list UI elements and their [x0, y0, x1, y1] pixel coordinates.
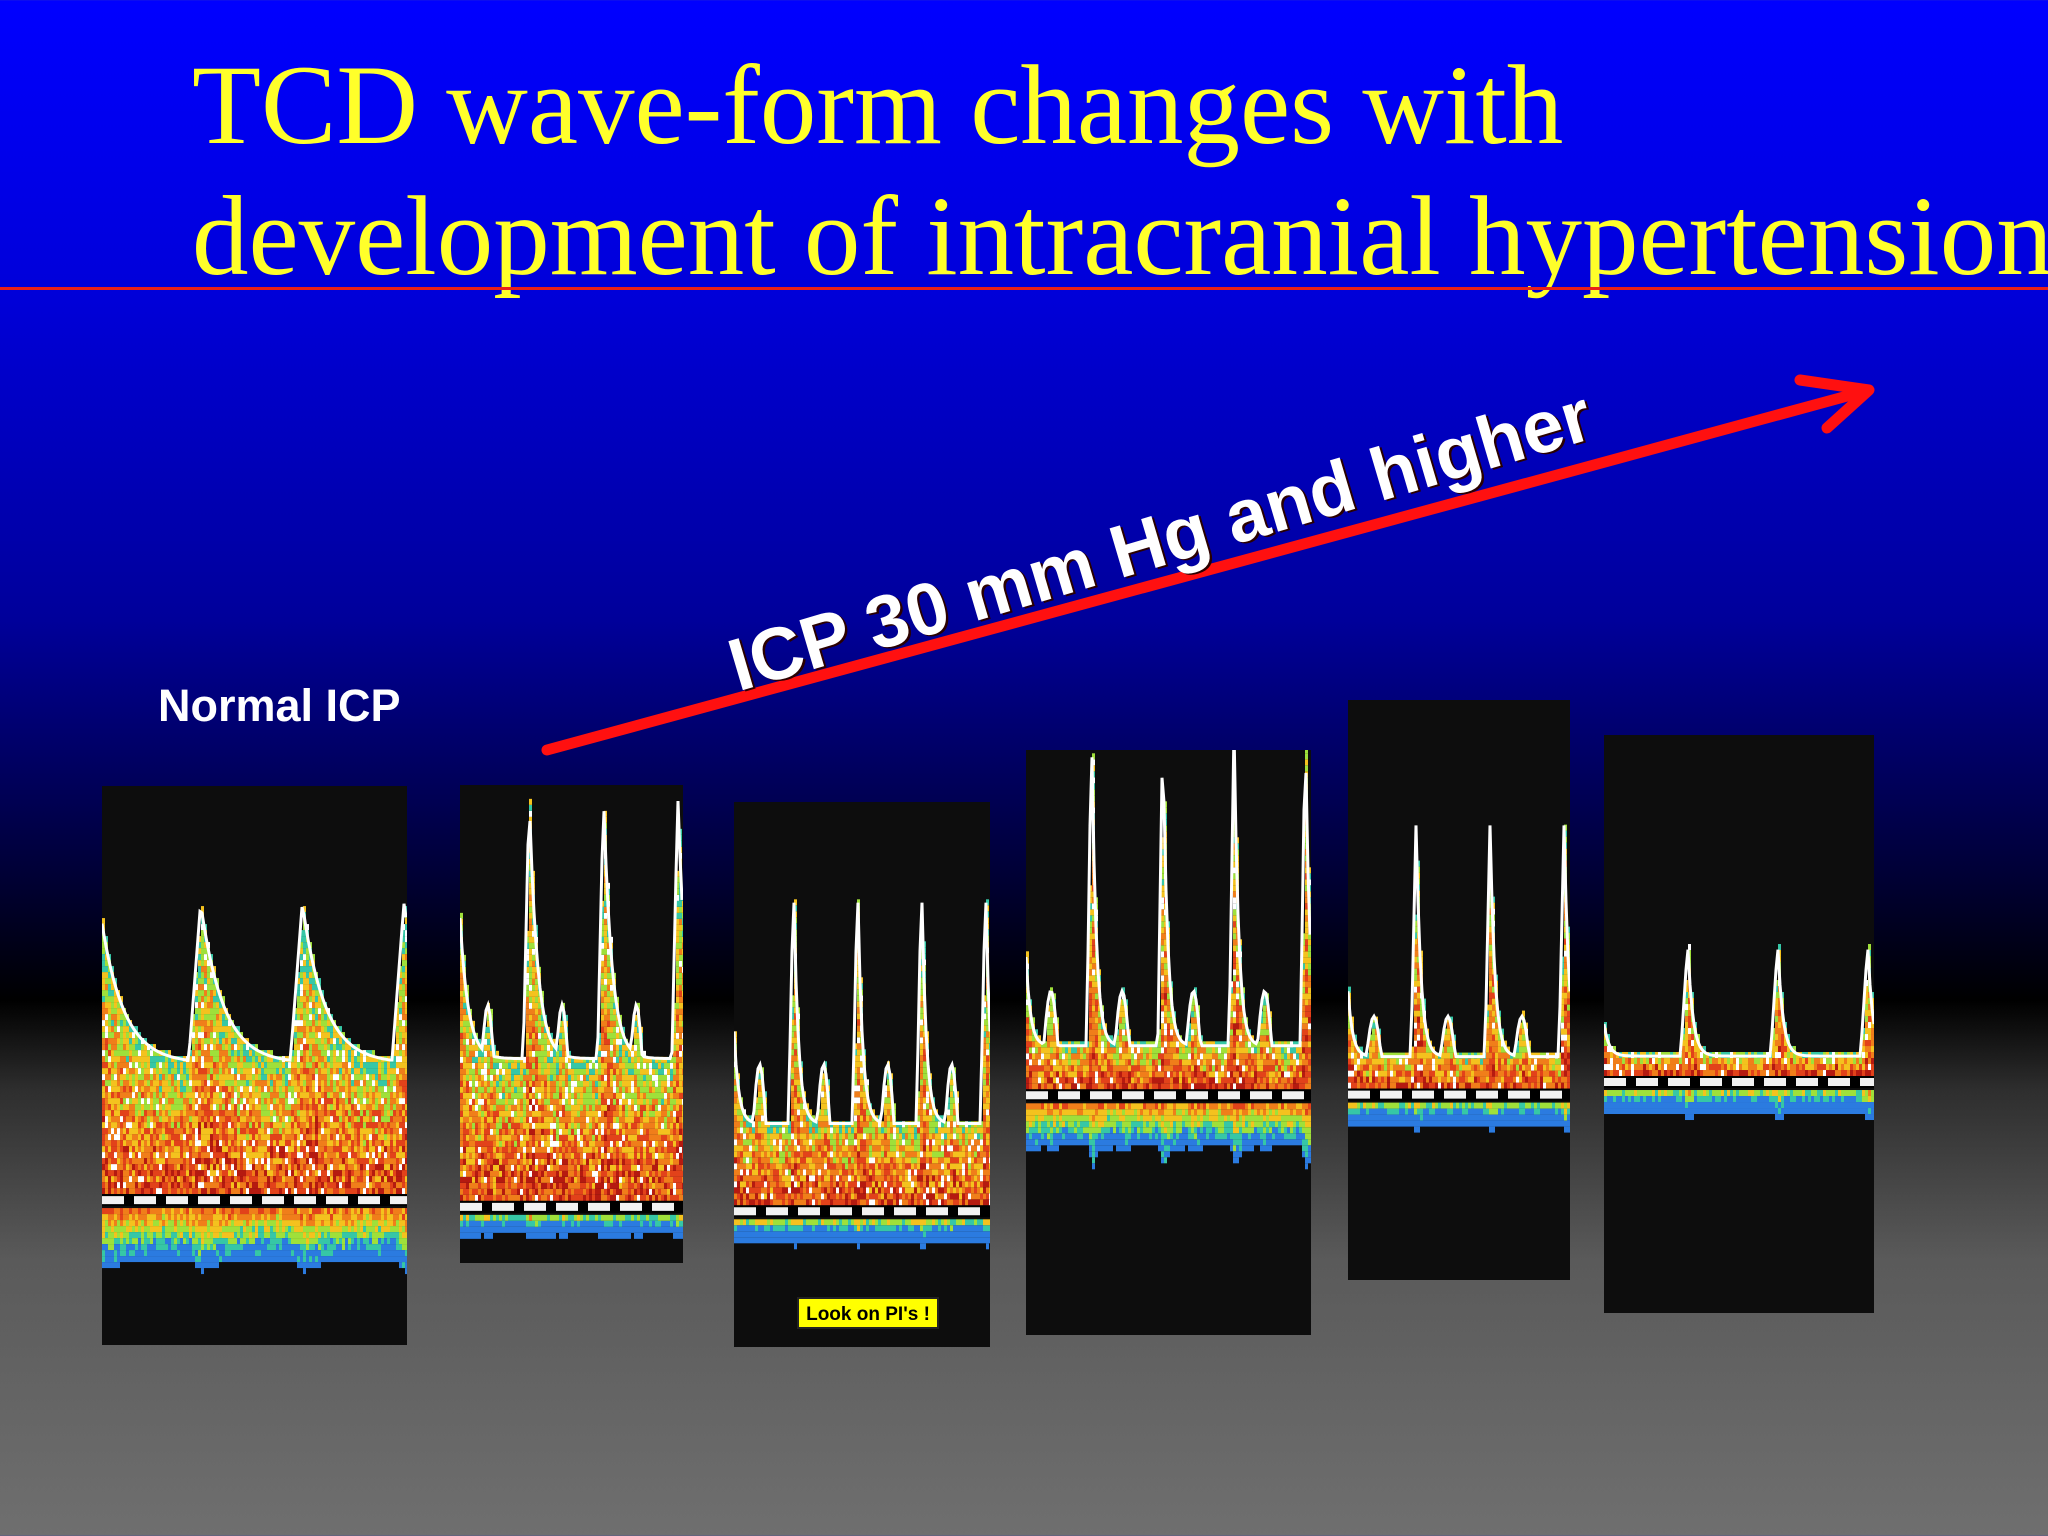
- waveform-panel-stage-5: [1604, 735, 1874, 1313]
- arrow-head: [1794, 374, 1875, 434]
- waveform-panel-normal: [102, 786, 407, 1345]
- velocity-envelope: [460, 800, 683, 1061]
- waveform-stage-4: [1348, 700, 1570, 1280]
- arrow-shaft: [541, 386, 1868, 756]
- look-on-pi-note: Look on PI's !: [797, 1297, 939, 1329]
- waveform-stage-1: [460, 785, 683, 1263]
- slide-title-line-1: TCD wave-form changes with: [192, 43, 1564, 168]
- waveform-panel-stage-2: [734, 802, 990, 1347]
- waveform-stage-2: [734, 802, 990, 1347]
- waveform-panel-stage-1: [460, 785, 683, 1263]
- waveform-stage-5: [1604, 735, 1874, 1313]
- velocity-envelope: [1604, 949, 1874, 1058]
- velocity-envelope: [102, 903, 407, 1062]
- slide-title: TCD wave-form changes with development o…: [192, 40, 2048, 302]
- normal-icp-label: Normal ICP: [158, 680, 401, 731]
- velocity-envelope: [1348, 825, 1570, 1059]
- panel-background: [1348, 700, 1570, 1280]
- slide-title-line-2: development of intracranial hypertension: [192, 174, 2048, 299]
- spectrum-fill: [102, 906, 407, 1275]
- waveform-panel-stage-4: [1348, 700, 1570, 1280]
- velocity-envelope: [734, 902, 990, 1125]
- panel-background: [1604, 735, 1874, 1313]
- spectrum-fill: [460, 798, 683, 1239]
- title-divider: [0, 287, 2048, 290]
- velocity-envelope: [1026, 750, 1311, 1048]
- waveform-panel-stage-3: [1026, 750, 1311, 1335]
- waveform-stage-3: [1026, 750, 1311, 1335]
- waveform-normal: [102, 786, 407, 1345]
